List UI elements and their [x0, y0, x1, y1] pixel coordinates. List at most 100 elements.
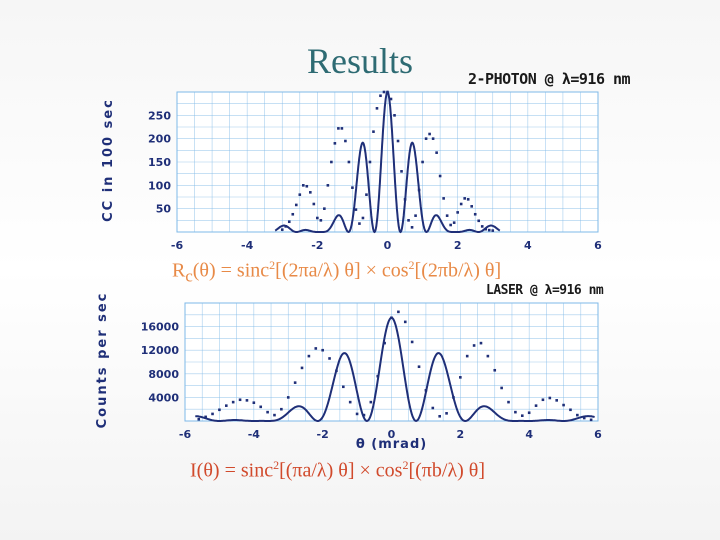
data-point [291, 212, 295, 216]
data-point [280, 407, 283, 411]
data-point [397, 310, 400, 314]
x-tick-label: -2 [317, 428, 329, 441]
data-point [284, 225, 288, 228]
y-tick-label: 100 [148, 179, 171, 192]
data-point [321, 348, 324, 352]
data-point [340, 127, 344, 130]
data-point [473, 212, 477, 216]
data-point [389, 97, 393, 101]
data-point [520, 414, 524, 417]
data-point [428, 132, 431, 136]
data-point [361, 216, 365, 220]
data-point [487, 228, 491, 232]
data-point [383, 341, 386, 345]
data-point [548, 396, 552, 400]
data-point [424, 137, 428, 140]
data-point [393, 114, 396, 117]
handwritten-note-laser: LASER @ λ=916 nm [486, 283, 604, 298]
data-point [417, 188, 421, 192]
data-point [507, 400, 510, 404]
x-tick-label: 4 [525, 428, 533, 441]
y-tick-label: 4000 [148, 391, 179, 404]
data-point [527, 411, 531, 415]
data-point [410, 226, 414, 229]
data-point [369, 400, 373, 404]
data-point [305, 184, 309, 188]
data-point [442, 197, 445, 200]
data-point [435, 151, 438, 154]
data-point [225, 404, 228, 407]
data-point [396, 139, 400, 143]
data-point [351, 186, 354, 189]
equation-two-photon: Rc(θ) = sinc2[(2πa/λ) θ] × cos2[(2πb/λ) … [172, 258, 502, 286]
y-axis-label: CC in 100 sec [101, 98, 116, 222]
data-point [438, 414, 441, 418]
x-tick-label: 4 [524, 239, 532, 252]
x-tick-label: 2 [457, 428, 465, 441]
y-tick-label: 12000 [141, 344, 180, 357]
y-tick-label: 200 [148, 133, 171, 146]
data-point [316, 216, 319, 220]
data-point [417, 365, 421, 369]
data-point [312, 202, 316, 206]
data-point [403, 198, 407, 201]
data-point [344, 139, 347, 143]
data-point [424, 389, 428, 392]
data-point [477, 219, 481, 223]
y-axis-label: Counts per sec [95, 292, 110, 429]
data-point [204, 415, 207, 419]
data-point [252, 401, 256, 405]
data-point [459, 202, 463, 206]
data-point [589, 418, 593, 422]
data-point [491, 229, 495, 232]
data-point [280, 228, 284, 231]
data-point [211, 412, 214, 416]
data-point [541, 398, 545, 402]
data-point [314, 347, 318, 350]
data-point [326, 184, 330, 187]
data-point [245, 399, 249, 402]
data-point [365, 193, 368, 196]
data-point [342, 385, 345, 389]
data-point [337, 127, 340, 130]
data-point [266, 410, 269, 414]
data-point [287, 220, 291, 224]
data-point [465, 354, 469, 358]
x-tick-label: -4 [241, 239, 254, 252]
data-point [459, 376, 462, 379]
data-point [375, 107, 379, 110]
chart-panel-1: -6 -4 -2 0 2 4 6 50 100 150 200 250 CC in 100 sec [101, 90, 602, 252]
equation-laser: I(θ) = sinc2[(πa/λ) θ] × cos2[(πb/λ) θ] [190, 458, 486, 482]
data-point [376, 374, 380, 378]
data-point [472, 344, 476, 347]
data-point [582, 416, 586, 420]
data-point [414, 214, 417, 217]
data-point [355, 412, 359, 416]
data-point [452, 396, 455, 399]
data-point [386, 90, 389, 94]
data-point [328, 357, 331, 360]
data-point [231, 400, 235, 404]
data-point [330, 160, 333, 164]
chart-panel-2: -6 -4 -2 0 2 4 6 4000 8000 12000 16000 Counts per s… [95, 292, 602, 452]
x-tick-label: 0 [388, 428, 396, 441]
data-point [438, 174, 442, 178]
data-point [307, 354, 311, 358]
x-tick-label: 6 [594, 239, 602, 252]
data-point [555, 399, 558, 402]
data-point [452, 221, 456, 224]
y-tick-label: 16000 [141, 321, 180, 334]
data-point [534, 404, 538, 407]
data-point [486, 354, 490, 358]
data-point [431, 406, 435, 410]
data-point [362, 413, 366, 417]
data-point [479, 341, 483, 345]
data-point [379, 94, 382, 98]
data-point [445, 214, 449, 217]
y-tick-label: 8000 [148, 368, 179, 381]
data-point [500, 386, 503, 390]
x-tick-label: 2 [454, 239, 462, 252]
x-axis-label: θ (mrad) [356, 437, 427, 452]
data-point [333, 142, 337, 145]
